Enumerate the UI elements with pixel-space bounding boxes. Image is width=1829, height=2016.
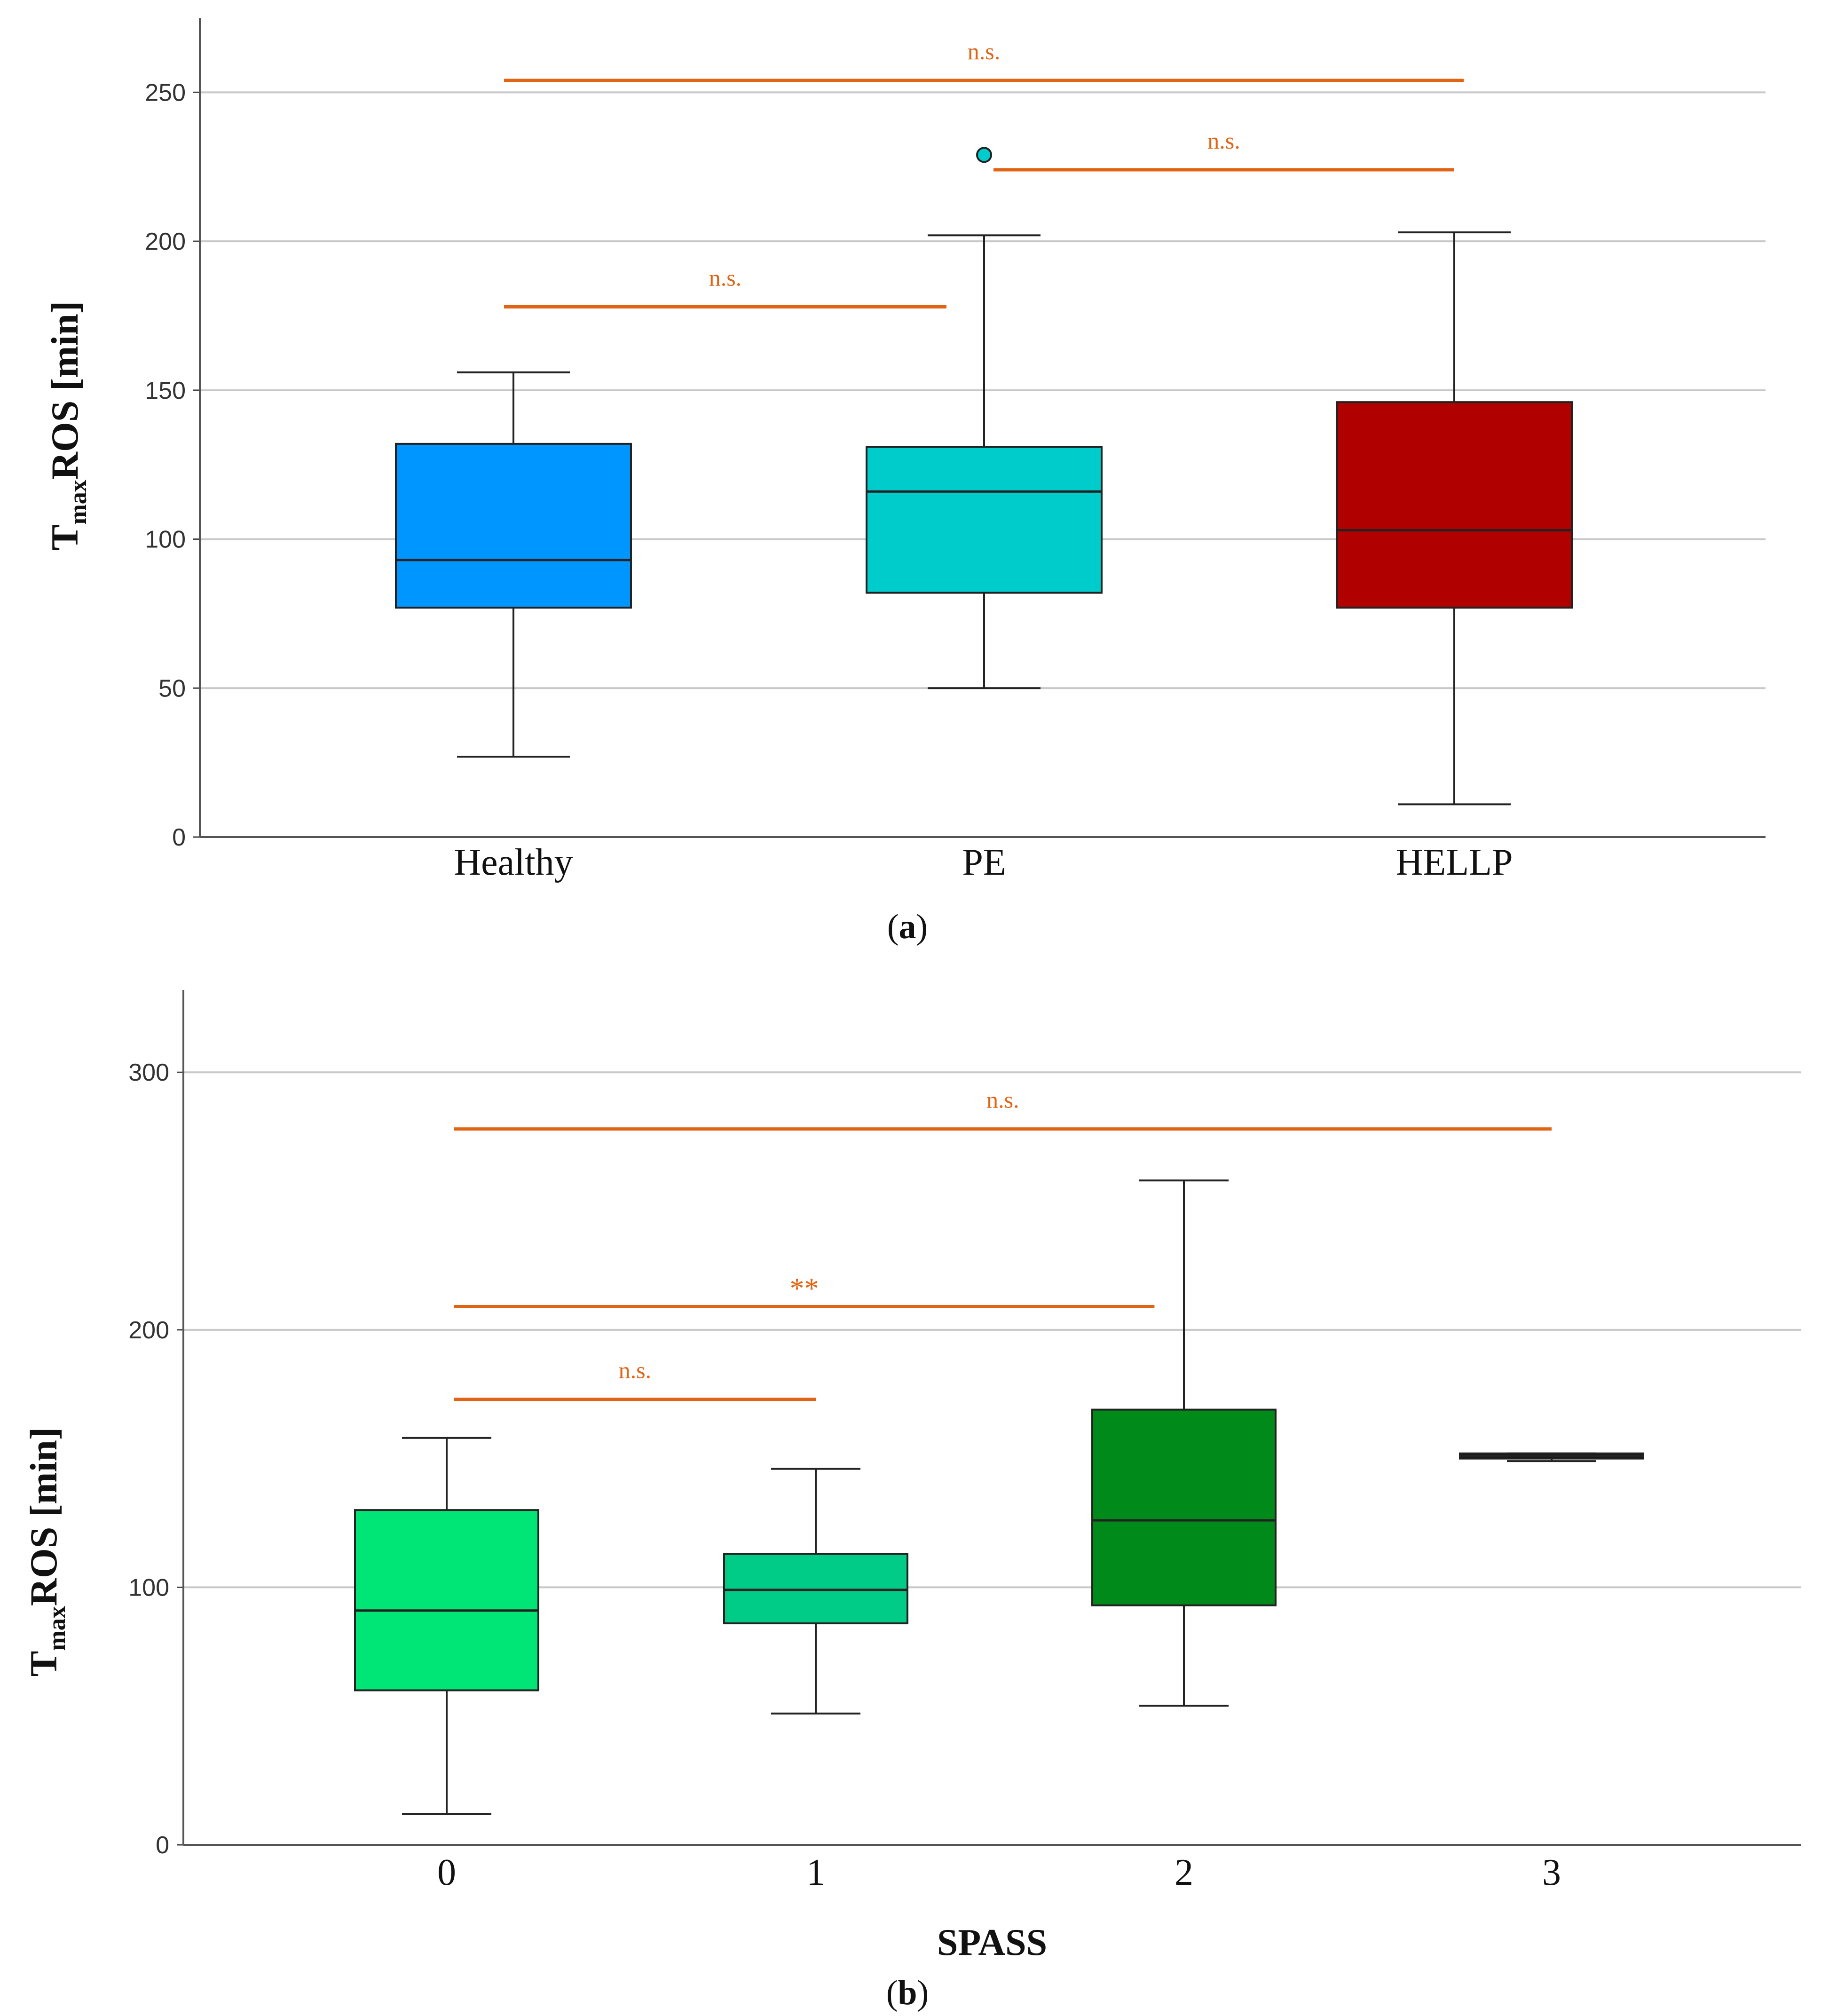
y-tick-label: 100 — [145, 526, 186, 553]
box-iqr — [723, 1553, 908, 1625]
y-tick-label: 100 — [128, 1574, 169, 1601]
y-axis-label-rest: ROS [min] — [43, 301, 86, 480]
box-iqr — [866, 446, 1103, 594]
y-tick-label: 200 — [128, 1317, 169, 1344]
box-hellp — [1336, 231, 1573, 806]
panel-label-close: ) — [916, 908, 928, 946]
panel-label-open: ( — [886, 1974, 898, 2012]
x-category-label: PE — [962, 842, 1006, 883]
significance-label: ** — [790, 1273, 819, 1305]
box-pe — [866, 147, 1103, 689]
box-2 — [1091, 1179, 1277, 1707]
chart-panel-a: 0 50 100 150 200 250 Healthy PE HELLP n.s. n.s. n.s… — [43, 18, 1766, 946]
box-iqr — [354, 1509, 539, 1692]
significance-label: n.s. — [1207, 127, 1240, 154]
box-iqr — [1336, 401, 1573, 609]
y-axis-label: TmaxROS [min] — [43, 301, 92, 550]
x-category-label: 3 — [1542, 1852, 1561, 1893]
y-axis-label-sub: max — [65, 480, 92, 524]
outlier-point — [976, 147, 992, 163]
box-iqr — [395, 443, 632, 609]
panel-label-open: ( — [887, 908, 899, 946]
significance-label: n.s. — [619, 1357, 651, 1384]
panel-label-letter: a — [899, 908, 916, 946]
box-iqr — [1091, 1408, 1277, 1606]
panel-label: (a) — [887, 908, 928, 946]
box-healthy — [395, 371, 632, 758]
significance-label: n.s. — [968, 38, 1000, 64]
y-axis-label-sub: max — [44, 1606, 71, 1651]
y-axis-label: TmaxROS [min] — [22, 1427, 71, 1676]
x-axis-label: SPASS — [937, 1922, 1047, 1963]
x-category-label: 2 — [1175, 1852, 1193, 1893]
x-category-label: HELLP — [1396, 842, 1513, 883]
x-category-label: Healthy — [454, 842, 573, 883]
significance-label: n.s. — [709, 264, 741, 291]
y-tick-label: 300 — [128, 1059, 169, 1086]
box-0 — [354, 1437, 539, 1815]
y-tick-label: 250 — [145, 79, 186, 106]
panel-label-close: ) — [917, 1974, 929, 2012]
box-1 — [723, 1468, 908, 1715]
y-tick-label: 50 — [158, 675, 186, 702]
box-3 — [1459, 1452, 1644, 1463]
chart-panel-b: 0 100 200 300 0 1 2 3 n.s. ** n.s. TmaxROS [min] SPA… — [22, 990, 1801, 2012]
y-axis-label-main: T — [22, 1651, 65, 1677]
x-category-label: 1 — [806, 1852, 825, 1893]
panel-label-letter: b — [898, 1974, 917, 2012]
y-tick-label: 150 — [145, 377, 186, 404]
x-category-label: 0 — [437, 1852, 456, 1893]
y-tick-label: 200 — [145, 228, 186, 255]
y-tick-label: 0 — [172, 824, 186, 851]
significance-label: n.s. — [986, 1087, 1019, 1113]
y-axis-label-rest: ROS [min] — [22, 1427, 65, 1606]
y-tick-label: 0 — [156, 1832, 169, 1859]
y-axis-label-main: T — [43, 525, 86, 551]
panel-label: (b) — [886, 1974, 929, 2012]
